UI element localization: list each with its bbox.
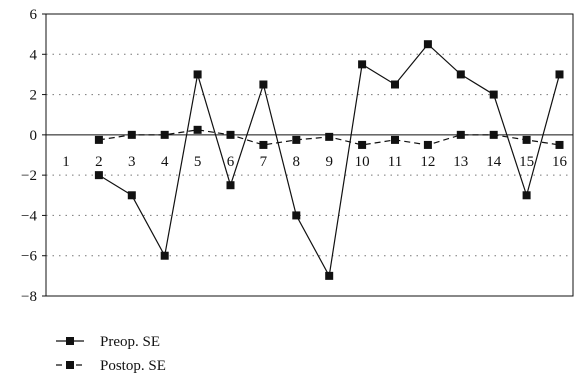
x-tick-label: 7 [260,154,268,170]
x-tick-label: 14 [486,154,502,170]
data-point-marker [127,191,136,200]
data-point-marker [522,191,531,200]
x-tick-label: 13 [453,154,468,170]
legend-marker-1 [66,361,74,369]
data-point-marker [391,135,399,144]
data-point-marker [259,140,268,149]
data-point-marker [423,140,432,149]
x-tick-label: 16 [552,154,568,170]
y-tick-label: 0 [30,128,38,144]
data-point-marker [193,125,202,134]
data-point-marker [358,140,367,149]
plot-frame [45,13,574,297]
data-point-marker [226,130,235,139]
data-point-marker [489,90,498,99]
y-tick-labels: 6 4 2 0 −2 −4 −6 −8 [21,7,37,305]
x-tick-label: 1 [62,154,70,170]
data-point-marker [325,271,334,280]
x-tick-label: 11 [388,154,402,170]
y-tick-label: 2 [30,88,38,104]
x-tick-labels: 1 2 3 4 5 6 7 8 9 10 11 12 13 14 15 16 [62,154,567,170]
legend-label: Preop. SE [100,334,160,350]
data-point-marker [423,40,432,49]
data-point-marker [555,140,564,149]
data-point-marker [292,135,301,144]
y-tick-label: 6 [30,7,38,23]
data-point-marker [160,251,169,260]
x-tick-label: 3 [128,154,136,170]
data-point-marker [325,132,334,141]
data-point-marker [226,181,235,190]
y-tick-label: −4 [21,208,37,224]
x-tick-label: 4 [161,154,169,170]
data-point-marker [259,80,268,89]
data-point-marker [127,130,136,139]
x-tick-label: 2 [95,154,103,170]
legend-marker-0 [66,337,74,345]
series-group [94,40,564,280]
x-tick-label: 15 [519,154,534,170]
x-tick-label: 5 [194,154,202,170]
data-point-marker [456,130,465,139]
series-preop-se [94,40,564,280]
x-tick-label: 8 [293,154,301,170]
data-point-marker [292,211,301,220]
data-point-marker [522,135,531,144]
data-point-marker [391,80,399,89]
data-point-marker [94,135,103,144]
legend-label: Postop. SE [100,358,166,374]
y-tick-label: −6 [21,249,37,265]
x-tick-label: 10 [355,154,370,170]
x-tick-label: 9 [325,154,333,170]
data-point-marker [358,60,367,69]
data-point-marker [489,130,498,139]
data-point-marker [193,70,202,79]
x-tick-label: 12 [420,154,435,170]
series-postop-se [94,125,564,149]
legend: Preop. SE Postop. SE [56,334,166,374]
data-point-marker [555,70,564,79]
x-tick-label: 6 [227,154,235,170]
data-point-marker [456,70,465,79]
y-tick-label: −2 [21,168,37,184]
data-point-marker [94,171,103,180]
data-point-marker [160,130,169,139]
y-tick-label: 4 [30,47,38,63]
y-tick-label: −8 [21,289,37,305]
